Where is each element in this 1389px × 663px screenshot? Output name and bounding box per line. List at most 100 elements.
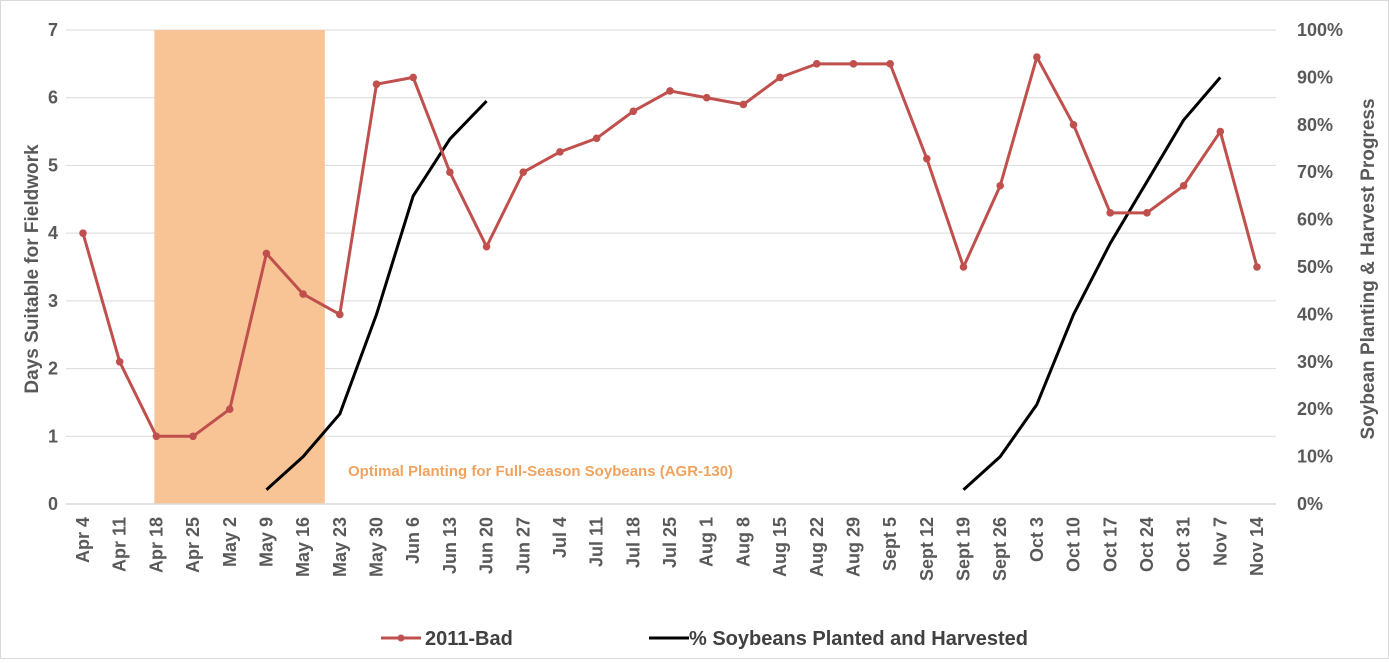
legend-label-soybeans: % Soybeans Planted and Harvested [689, 628, 1028, 650]
x-tick-label: Jun 27 [513, 517, 533, 574]
series-2011-bad-point [409, 73, 417, 82]
legend-marker-2011-bad [397, 634, 405, 642]
y2-tick-label: 30% [1297, 352, 1333, 372]
series-2011-bad-point [849, 60, 858, 68]
x-tick-label: May 2 [220, 517, 240, 567]
optimal-planting-region [154, 30, 325, 504]
series-2011-bad-point [115, 358, 124, 366]
left-axis-ticks: 0 1 2 3 4 5 6 7 [48, 20, 58, 514]
series-2011-bad-point [1033, 53, 1041, 61]
series-2011-bad-point [1253, 263, 1261, 271]
series-2011-bad-point [886, 60, 894, 68]
series-2011-bad-point [262, 249, 271, 258]
series-2011-bad-point [446, 168, 454, 176]
x-tick-label: Oct 3 [1027, 517, 1047, 562]
x-axis-ticks: Apr 4 Apr 11 Apr 18 Apr 25 May 2 May 9 May 16 M… [73, 517, 1267, 581]
series-2011-bad-point [959, 263, 968, 271]
y2-tick-label: 0% [1297, 494, 1323, 514]
series-2011-bad-point [592, 134, 601, 143]
y2-tick-label: 40% [1297, 304, 1333, 324]
series-2011-bad-point [1179, 181, 1188, 190]
y2-tick-label: 50% [1297, 257, 1333, 277]
x-tick-label: Sept 5 [880, 517, 900, 571]
x-tick-label: Oct 17 [1100, 517, 1120, 572]
x-tick-label: Oct 10 [1064, 517, 1084, 572]
series-2011-bad-point [776, 73, 784, 82]
x-tick-label: May 30 [367, 517, 387, 577]
y-tick-label: 4 [48, 223, 58, 243]
series-2011-bad-point [996, 181, 1004, 190]
series-soybeans-line [962, 76, 1222, 491]
legend: 2011-Bad % Soybeans Planted and Harveste… [381, 628, 1028, 650]
x-tick-label: Nov 14 [1247, 517, 1267, 576]
x-tick-label: Apr 11 [110, 517, 130, 572]
series-2011-bad-point [1216, 127, 1225, 136]
x-tick-label: Aug 1 [697, 517, 717, 567]
series-2011-bad-point [372, 80, 381, 88]
x-tick-label: Aug 15 [770, 517, 790, 577]
x-tick-label: Oct 24 [1137, 517, 1157, 572]
x-tick-label: Apr 25 [183, 517, 203, 573]
series-2011-bad-point [299, 290, 307, 298]
y2-axis-title: Soybean Planting & Harvest Progress [1358, 98, 1379, 439]
x-tick-label: Jul 11 [587, 517, 607, 567]
y2-tick-label: 100% [1297, 20, 1343, 40]
y-tick-label: 3 [48, 291, 58, 311]
series-soybeans-line [265, 100, 488, 491]
legend-entry-soybeans: % Soybeans Planted and Harvested [649, 628, 1028, 650]
series-2011-bad-point [519, 168, 528, 176]
y-tick-label: 2 [48, 359, 58, 379]
y-tick-label: 0 [48, 494, 58, 514]
x-tick-label: Nov 7 [1210, 517, 1230, 566]
series-2011-bad-point [336, 310, 344, 319]
series-2011-bad-point [1069, 121, 1078, 129]
legend-label-2011-bad: 2011-Bad [425, 628, 513, 650]
series-2011-bad-point [702, 93, 711, 102]
y2-tick-label: 10% [1297, 447, 1333, 467]
x-tick-label: Aug 22 [807, 517, 827, 577]
y2-tick-label: 20% [1297, 399, 1333, 419]
y-tick-label: 6 [48, 88, 58, 108]
legend-entry-2011-bad: 2011-Bad [381, 628, 513, 650]
right-axis-ticks: 0% 10% 20% 30% 40% 50% 60% 70% 80% 90% 100% [1297, 20, 1343, 514]
x-tick-label: Aug 29 [843, 517, 863, 577]
series-2011-bad-point [812, 60, 821, 68]
y-tick-label: 5 [48, 155, 58, 175]
shaded-region-rect [154, 30, 325, 504]
x-tick-label: Aug 8 [733, 517, 753, 567]
series-2011-bad-point [79, 229, 87, 237]
series-2011-bad-point [1143, 209, 1151, 217]
series-2011-bad-point [189, 432, 197, 441]
x-tick-label: Oct 31 [1174, 517, 1194, 572]
series-2011-bad-point [739, 100, 748, 109]
shaded-region-label: Optimal Planting for Full-Season Soybean… [348, 463, 733, 480]
x-tick-label: Jul 25 [660, 517, 680, 568]
series-2011-bad-point [482, 242, 491, 251]
x-tick-label: Sept 26 [990, 517, 1010, 581]
x-tick-label: May 16 [293, 517, 313, 577]
y2-tick-label: 60% [1297, 210, 1333, 230]
x-tick-label: Jun 13 [440, 517, 460, 574]
y2-tick-label: 80% [1297, 115, 1333, 135]
y-axis-title: Days Suitable for Fieldwork [22, 144, 43, 394]
x-tick-label: Jun 6 [403, 517, 423, 564]
series-2011-bad-point [666, 87, 674, 95]
y-tick-label: 1 [48, 426, 58, 446]
series-2011-bad-point [556, 148, 564, 156]
series-2011-bad-point [152, 432, 161, 441]
x-tick-label: Jun 20 [477, 517, 497, 574]
x-tick-label: Jul 4 [550, 517, 570, 558]
y2-tick-label: 90% [1297, 67, 1333, 87]
x-tick-label: May 23 [330, 517, 350, 577]
y-tick-label: 7 [48, 20, 58, 40]
x-tick-label: Sept 12 [917, 517, 937, 581]
x-tick-label: May 9 [256, 517, 276, 567]
y2-tick-label: 70% [1297, 162, 1333, 182]
series-2011-bad-point [225, 405, 234, 414]
x-tick-label: Apr 4 [73, 517, 93, 563]
x-tick-label: Jul 18 [623, 517, 643, 568]
x-tick-label: Apr 18 [146, 517, 166, 573]
x-tick-label: Sept 19 [954, 517, 974, 581]
